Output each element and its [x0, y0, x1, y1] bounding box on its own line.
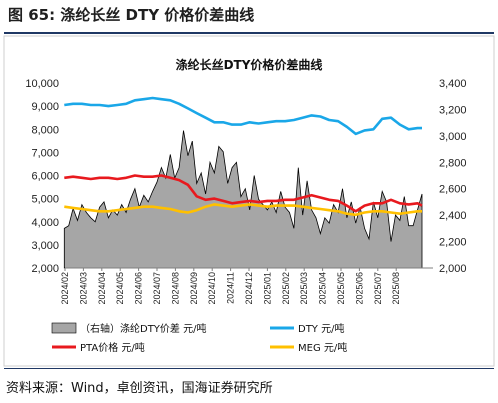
x-tick-label: 2025/03: [299, 272, 309, 305]
x-tick-label: 2024/09: [189, 272, 199, 305]
series-line-1: [64, 96, 422, 136]
x-tick-label: 2024/07: [152, 272, 162, 305]
y-right-tick-label: 3,000: [439, 131, 467, 143]
y-left-tick-label: 7,000: [31, 147, 59, 159]
source-rule: [4, 368, 494, 369]
x-tick-label: 2024/06: [134, 272, 144, 305]
x-tick-label: 2024/08: [170, 272, 180, 305]
x-tick-label: 2025/04: [318, 272, 328, 305]
y-right-tick-label: 2,200: [439, 237, 467, 249]
x-tick-label: 2024/10: [207, 272, 217, 305]
plot-area: [63, 96, 423, 269]
series-line-2: [64, 174, 423, 213]
x-tick-label: 2025/05: [336, 272, 346, 305]
series-line-3: [64, 203, 422, 217]
chart-title: 涤纶长丝DTY价格价差曲线: [176, 57, 323, 72]
figure-title: 图 65: 涤纶长丝 DTY 价格价差曲线: [8, 6, 255, 24]
y-left-tick-label: 2,000: [31, 263, 59, 275]
y-left-tick-label: 3,000: [31, 240, 59, 252]
y-right-tick-label: 3,400: [439, 78, 467, 90]
x-tick-label: 2024/03: [78, 272, 88, 305]
y-left-tick-label: 9,000: [31, 101, 59, 113]
x-tick-label: 2025/06: [354, 272, 364, 305]
y-left-tick-label: 8,000: [31, 124, 59, 136]
legend-label: （右轴）涤纶DTY价差 元/吨: [80, 322, 206, 335]
title-rule: [4, 32, 494, 34]
x-tick-label: 2025/01: [262, 272, 272, 305]
y-right-tick-label: 2,400: [439, 210, 467, 222]
x-tick-label: 2024/05: [115, 272, 125, 305]
legend-swatch-area: [51, 322, 77, 334]
x-tick-label: 2024/02: [60, 272, 70, 305]
legend-label: DTY 元/吨: [298, 322, 344, 335]
x-tick-label: 2024/12: [244, 272, 254, 305]
x-tick-label: 2024/04: [97, 272, 107, 305]
y-right-tick-label: 2,800: [439, 157, 467, 169]
series-area-spread: [63, 130, 423, 269]
legend-label: MEG 元/吨: [298, 341, 347, 354]
legend: （右轴）涤纶DTY价差 元/吨 DTY 元/吨 PTA价格 元/吨 MEG 元/吨: [51, 322, 347, 354]
legend-label: PTA价格 元/吨: [80, 341, 145, 354]
y-right-tick-label: 2,000: [439, 263, 467, 275]
y-left-tick-label: 4,000: [31, 217, 59, 229]
y-right-tick-label: 3,200: [439, 104, 467, 116]
x-tick-label: 2025/02: [281, 272, 291, 305]
x-tick-label: 2025/07: [373, 272, 383, 305]
source-note: 资料来源：Wind，卓创资讯，国海证券研究所: [6, 381, 273, 396]
y-left-tick-label: 10,000: [25, 78, 59, 90]
y-left-tick-label: 5,000: [31, 194, 59, 206]
x-tick-label: 2024/11: [226, 272, 236, 304]
axes: 2,000 3,000 4,000 5,000 6,000 7,000 8,000 9,000…: [25, 78, 466, 305]
x-tick-label: 2025/08: [391, 272, 401, 305]
y-right-tick-label: 2,600: [439, 184, 467, 196]
chart: 涤纶长丝DTY价格价差曲线 2,000 3,000 4,000 5,000 6,000 7…: [3, 35, 495, 367]
y-left-tick-label: 6,000: [31, 171, 59, 183]
